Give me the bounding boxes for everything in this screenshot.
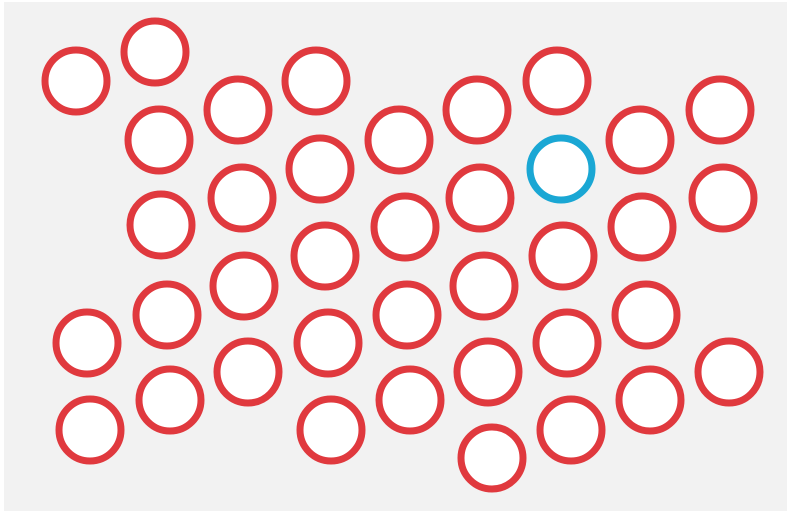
circle[interactable] [372,280,442,350]
circle[interactable] [522,46,592,116]
circle[interactable] [607,192,677,262]
circle[interactable] [449,251,519,321]
circle[interactable] [685,75,755,145]
odd-circle[interactable] [526,134,596,204]
circle[interactable] [207,163,277,233]
circle[interactable] [293,308,363,378]
circle[interactable] [532,308,602,378]
circle[interactable] [203,75,273,145]
circle[interactable] [611,280,681,350]
circle[interactable] [41,46,111,116]
circle[interactable] [296,395,366,465]
circle[interactable] [135,365,205,435]
circle[interactable] [285,134,355,204]
circle[interactable] [213,337,283,407]
circle[interactable] [55,395,125,465]
circle[interactable] [536,395,606,465]
circle[interactable] [457,423,527,493]
circle[interactable] [132,280,202,350]
circles [41,17,764,493]
circle[interactable] [445,163,515,233]
circle[interactable] [281,46,351,116]
circle[interactable] [442,75,512,145]
circle[interactable] [52,308,122,378]
circle[interactable] [209,251,279,321]
circle[interactable] [290,221,360,291]
circle[interactable] [364,105,434,175]
circle[interactable] [370,192,440,262]
circle[interactable] [120,17,190,87]
circle[interactable] [694,337,764,407]
circle[interactable] [124,105,194,175]
circle[interactable] [688,163,758,233]
circle[interactable] [126,190,196,260]
circle[interactable] [528,221,598,291]
circle[interactable] [453,337,523,407]
circle[interactable] [605,105,675,175]
circle[interactable] [375,365,445,435]
circle[interactable] [615,365,685,435]
